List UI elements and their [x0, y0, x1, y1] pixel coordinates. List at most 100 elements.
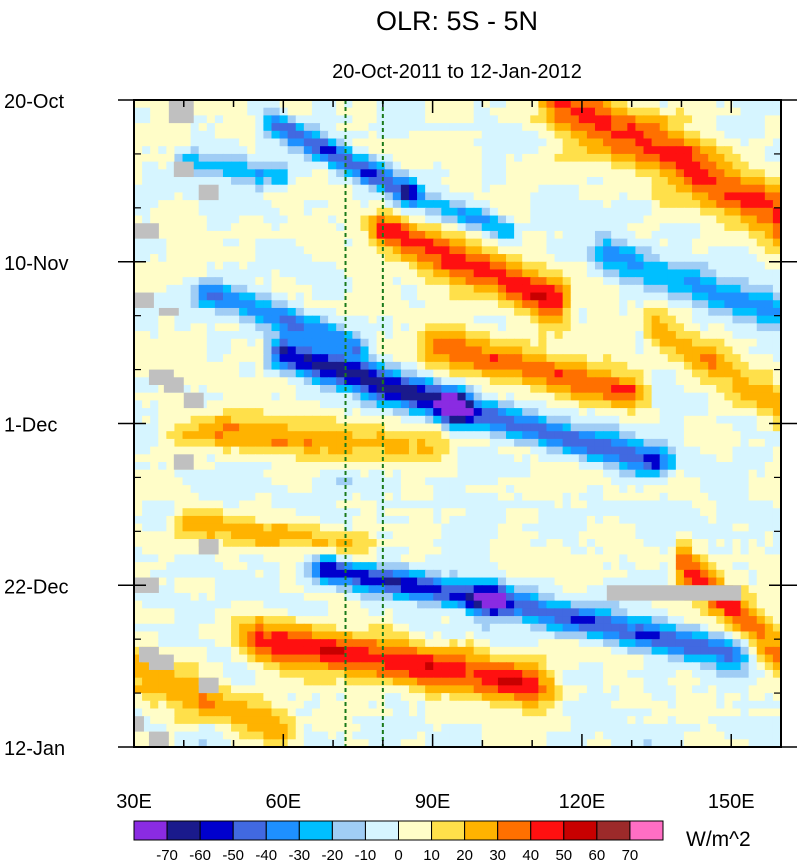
field-cell	[506, 292, 515, 301]
field-cell	[231, 400, 240, 409]
field-cell	[441, 415, 451, 425]
field-cell	[570, 392, 580, 401]
field-cell	[336, 492, 345, 502]
field-cell	[295, 408, 305, 417]
field-cell	[538, 462, 548, 471]
field-cell	[764, 462, 774, 471]
field-cell	[255, 477, 264, 486]
field-cell	[740, 454, 750, 463]
field-cell	[158, 523, 167, 532]
field-cell	[166, 415, 176, 425]
field-cell	[627, 477, 637, 486]
field-cell	[150, 284, 159, 294]
field-cell	[708, 523, 717, 532]
field-cell	[667, 161, 677, 170]
field-cell	[384, 569, 394, 579]
field-cell	[481, 485, 491, 494]
field-cell	[675, 454, 685, 463]
field-cell	[392, 492, 402, 502]
field-cell	[408, 400, 418, 409]
field-cell	[514, 392, 523, 401]
field-cell	[279, 438, 289, 448]
field-cell	[222, 431, 232, 440]
field-cell	[150, 246, 159, 255]
field-cell	[344, 569, 353, 579]
field-cell	[150, 462, 159, 471]
field-cell	[239, 246, 248, 255]
field-cell	[489, 554, 499, 563]
field-cell	[214, 392, 224, 401]
field-cell	[586, 361, 596, 371]
field-cell	[635, 246, 645, 255]
field-cell	[635, 423, 645, 432]
field-cell	[206, 485, 216, 494]
field-cell	[546, 100, 556, 109]
field-cell	[481, 107, 491, 116]
field-cell	[546, 269, 556, 278]
field-cell	[667, 269, 677, 278]
field-cell	[182, 123, 192, 132]
field-cell	[643, 408, 653, 417]
field-cell	[158, 423, 167, 432]
field-cell	[255, 300, 264, 309]
field-cell	[570, 338, 580, 348]
field-cell	[384, 546, 394, 556]
field-cell	[441, 123, 451, 132]
field-cell	[700, 423, 709, 432]
field-cell	[522, 569, 531, 579]
field-cell	[392, 369, 402, 378]
field-cell	[449, 223, 459, 232]
field-cell	[182, 384, 192, 394]
field-cell	[675, 261, 685, 271]
field-cell	[724, 384, 734, 394]
field-cell	[675, 338, 685, 348]
field-cell	[247, 238, 256, 247]
field-cell	[489, 423, 499, 432]
field-cell	[150, 107, 159, 116]
field-cell	[320, 331, 329, 340]
field-cell	[142, 254, 151, 263]
field-cell	[150, 446, 159, 455]
field-cell	[538, 515, 548, 525]
field-cell	[279, 292, 289, 301]
field-cell	[530, 485, 539, 494]
field-cell	[546, 562, 556, 571]
field-cell	[514, 246, 523, 255]
field-cell	[457, 361, 467, 371]
field-cell	[554, 115, 564, 124]
field-cell	[578, 123, 588, 132]
field-cell	[352, 130, 362, 140]
field-cell	[667, 515, 677, 525]
field-cell	[376, 562, 386, 571]
field-cell	[174, 215, 184, 224]
field-cell	[328, 523, 337, 532]
field-cell	[433, 423, 442, 432]
field-cell	[506, 215, 515, 224]
field-cell	[328, 107, 337, 116]
field-cell	[716, 261, 725, 271]
field-cell	[190, 323, 200, 332]
field-cell	[570, 539, 580, 548]
field-cell	[764, 469, 774, 479]
field-cell	[231, 331, 240, 340]
field-cell	[417, 346, 426, 355]
field-cell	[295, 307, 305, 317]
field-cell	[263, 207, 273, 217]
field-cell	[449, 153, 459, 163]
field-cell	[328, 569, 337, 579]
field-cell	[449, 161, 459, 170]
field-cell	[748, 323, 758, 332]
field-cell	[198, 500, 208, 509]
field-cell	[142, 100, 151, 109]
field-cell	[417, 546, 426, 556]
field-cell	[344, 138, 353, 147]
field-cell	[360, 539, 370, 548]
field-cell	[263, 200, 273, 209]
field-cell	[635, 192, 645, 201]
field-cell	[748, 446, 758, 455]
field-cell	[417, 508, 426, 517]
field-cell	[627, 500, 637, 509]
field-cell	[336, 192, 345, 201]
field-cell	[611, 215, 620, 224]
field-cell	[578, 254, 588, 263]
